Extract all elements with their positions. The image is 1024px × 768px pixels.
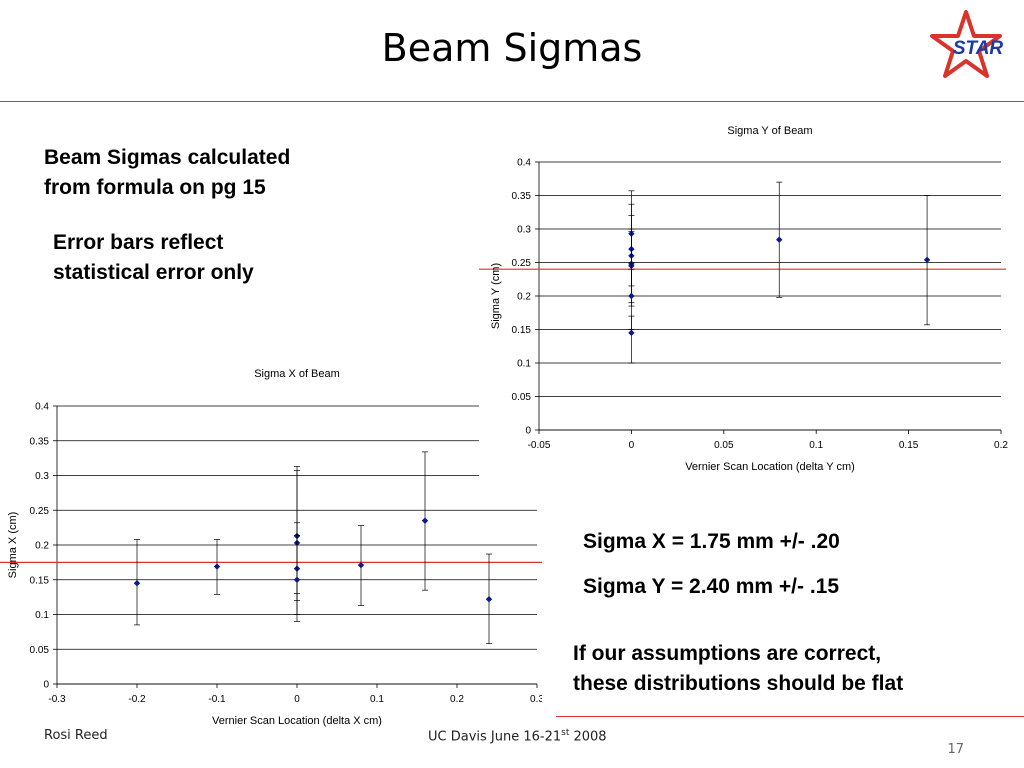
title-divider [0, 101, 1024, 102]
y-tick-label: 0.2 [35, 541, 49, 552]
footer-event-year: 2008 [569, 729, 607, 745]
y-axis-label: Sigma X (cm) [7, 512, 19, 579]
y-axis-label: Sigma Y (cm) [490, 263, 502, 329]
chart-sigma-x: 0 0.05 0.1 0.15 0.2 0.25 0.3 0.35 0.4 -0.3 -0.2 -0.… [0, 355, 542, 740]
x-tick-label: -0.3 [48, 694, 66, 705]
y-tick-label: 0.35 [512, 191, 532, 202]
bullet-calc-line1: Beam Sigmas calculated [44, 146, 291, 169]
y-tick-label: 0.25 [512, 258, 532, 269]
y-tick-label: 0.05 [512, 392, 532, 403]
y-tick-label: 0.2 [517, 292, 531, 303]
data-point [133, 580, 141, 587]
chart-sigma-y: 0 0.05 0.1 0.15 0.2 0.25 0.3 0.35 0.4 -0.05 0 0.05 0… [479, 112, 1024, 477]
x-tick-label: -0.05 [528, 440, 551, 451]
chart-title: Sigma Y of Beam [727, 125, 812, 137]
data-point [485, 596, 493, 603]
bullet-error-line2: statistical error only [53, 261, 254, 284]
bullet-calc: Beam Sigmas calculated from formula on p… [44, 143, 290, 203]
y-tick-label: 0.05 [30, 645, 50, 656]
bullet-calc-line2: from formula on pg 15 [44, 176, 266, 199]
y-tick-label: 0.3 [517, 225, 531, 236]
y-tick-label: 0.25 [30, 506, 50, 517]
bullet-assumption-line2: these distributions should be flat [573, 672, 904, 695]
sigma-y-plot: 0 0.05 0.1 0.15 0.2 0.25 0.3 0.35 0.4 -0.05 0 0.05 0… [479, 125, 1008, 473]
footer-event: UC Davis June 16-21st 2008 [428, 728, 607, 744]
footer-event-sup: st [561, 728, 570, 738]
bullet-error-line1: Error bars reflect [53, 231, 224, 254]
bullet-error: Error bars reflect statistical error onl… [53, 228, 254, 288]
page-number: 17 [947, 742, 964, 757]
x-tick-label: -0.2 [128, 694, 146, 705]
x-axis-label: Vernier Scan Location (delta X cm) [212, 715, 382, 727]
logo-text: STAR [953, 38, 1004, 59]
y-tick-label: 0.3 [35, 471, 49, 482]
x-axis-label: Vernier Scan Location (delta Y cm) [685, 461, 855, 473]
data-point [628, 329, 635, 337]
data-point [628, 292, 635, 300]
y-tick-label: 0.4 [517, 158, 531, 169]
y-tick-label: 0.4 [35, 402, 49, 413]
bullet-assumption-line1: If our assumptions are correct, [573, 642, 882, 665]
sigma-y-result: Sigma Y = 2.40 mm +/- .15 [583, 575, 840, 598]
chart-title: Sigma X of Beam [254, 368, 340, 380]
y-tick-label: 0 [525, 426, 531, 437]
footer-divider [556, 716, 1024, 717]
y-tick-label: 0.15 [30, 575, 50, 586]
star-logo: STAR [930, 10, 1004, 78]
bullet-assumption: If our assumptions are correct, these di… [573, 639, 903, 699]
sigma-x-result: Sigma X = 1.75 mm +/- .20 [583, 530, 840, 553]
x-tick-label: 0.2 [450, 694, 464, 705]
x-tick-label: 0.1 [370, 694, 384, 705]
data-point [776, 236, 783, 243]
x-tick-label: 0.05 [714, 440, 734, 451]
y-tick-label: 0.1 [35, 610, 49, 621]
sigma-x-plot: 0 0.05 0.1 0.15 0.2 0.25 0.3 0.35 0.4 -0.3 -0.2 -0.… [0, 368, 542, 727]
x-tick-label: 0 [629, 440, 635, 451]
x-tick-label: -0.1 [208, 694, 226, 705]
data-point [213, 563, 221, 570]
footer-author: Rosi Reed [44, 728, 108, 743]
x-tick-label: 0.15 [899, 440, 919, 451]
y-tick-label: 0.1 [517, 359, 531, 370]
footer-event-date: UC Davis June 16-21 [428, 729, 562, 745]
data-point [293, 576, 301, 583]
y-tick-label: 0 [43, 680, 49, 691]
data-point [923, 256, 931, 264]
x-tick-label: 0.1 [809, 440, 823, 451]
y-tick-label: 0.35 [30, 436, 50, 447]
slide-title: Beam Sigmas [381, 26, 643, 70]
star-icon [930, 10, 1002, 78]
x-tick-label: 0.2 [994, 440, 1008, 451]
x-tick-label: 0 [294, 694, 300, 705]
x-tick-label: 0.3 [530, 694, 542, 705]
y-tick-label: 0.15 [512, 325, 532, 336]
data-point [421, 517, 429, 524]
